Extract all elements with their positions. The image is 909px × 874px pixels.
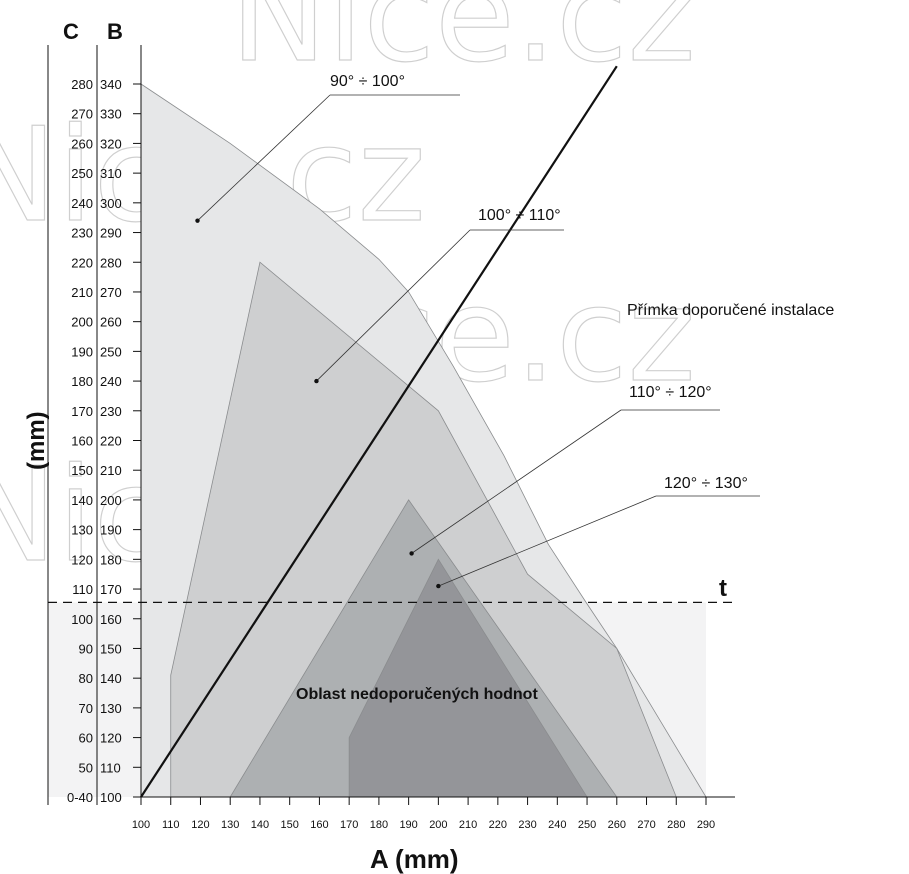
b-tick-label: 190 <box>100 523 122 538</box>
y-axis-title: (mm) <box>23 411 50 470</box>
x-tick-label: 150 <box>281 819 299 831</box>
c-tick-label: 150 <box>71 463 93 478</box>
x-tick-label: 210 <box>459 819 477 831</box>
c-tick-label: 70 <box>79 701 93 716</box>
c-tick-label: 100 <box>71 612 93 627</box>
annotation-leader <box>438 495 657 587</box>
x-tick-label: 110 <box>162 819 180 831</box>
c-tick-label: 80 <box>79 671 93 686</box>
b-tick-label: 150 <box>100 641 122 656</box>
b-tick-label: 290 <box>100 226 122 241</box>
c-tick-label: 90 <box>79 641 93 656</box>
b-tick-label: 310 <box>100 166 122 181</box>
x-tick-label: 290 <box>697 819 715 831</box>
b-tick-label: 320 <box>100 136 122 151</box>
x-axis-title: A (mm) <box>370 844 459 874</box>
c-tick-label: 210 <box>71 285 93 300</box>
b-tick-label: 130 <box>100 701 122 716</box>
x-tick-label: 200 <box>429 819 447 831</box>
x-tick-label: 220 <box>489 819 507 831</box>
x-tick-label: 170 <box>340 819 358 831</box>
x-tick-label: 130 <box>221 819 239 831</box>
x-tick-label: 260 <box>608 819 626 831</box>
x-tick-label: 120 <box>191 819 209 831</box>
b-tick-label: 170 <box>100 582 122 597</box>
annotation-leader <box>197 94 331 221</box>
x-tick-label: 280 <box>667 819 685 831</box>
b-tick-label: 300 <box>100 196 122 211</box>
area-series-layer <box>48 83 707 798</box>
c-tick-label: 230 <box>71 226 93 241</box>
axis-c-label: C <box>63 19 79 44</box>
b-tick-label: 140 <box>100 671 122 686</box>
annotation-leader <box>411 409 622 554</box>
b-tick-label: 230 <box>100 404 122 419</box>
b-tick-label: 280 <box>100 255 122 270</box>
c-tick-label: 190 <box>71 344 93 359</box>
b-tick-label: 180 <box>100 552 122 567</box>
c-tick-label: 220 <box>71 255 93 270</box>
x-tick-label: 100 <box>132 819 150 831</box>
b-tick-label: 250 <box>100 344 122 359</box>
x-tick-label: 140 <box>251 819 269 831</box>
x-tick-label: 230 <box>518 819 536 831</box>
annotation-leader <box>316 229 471 382</box>
annotation-dot <box>409 551 414 556</box>
annotation-label: 100° ÷ 110° <box>478 207 561 224</box>
c-tick-label: 130 <box>71 523 93 538</box>
recommended-line <box>140 65 618 798</box>
b-tick-label: 110 <box>100 760 121 775</box>
b-tick-label: 220 <box>100 434 122 449</box>
b-tick-label: 160 <box>100 612 122 627</box>
overlay-layer: 90° ÷ 100° 100° ÷ 110° 110° ÷ 120° 120° ÷ 1… <box>48 65 760 798</box>
x-tick-label: 160 <box>310 819 328 831</box>
annotation-dot <box>195 218 200 223</box>
b-tick-label: 260 <box>100 315 122 330</box>
c-tick-label: 160 <box>71 434 93 449</box>
annotation-label: 90° ÷ 100° <box>330 73 405 90</box>
x-tick-label: 180 <box>370 819 388 831</box>
x-tick-label: 190 <box>399 819 417 831</box>
region-label: Oblast nedoporučených hodnot <box>296 686 538 703</box>
c-tick-label: 270 <box>71 107 93 122</box>
c-tick-label: 280 <box>71 77 93 92</box>
b-tick-label: 120 <box>100 731 122 746</box>
b-tick-label: 200 <box>100 493 122 508</box>
c-tick-label: 50 <box>79 760 93 775</box>
annotation-label: 120° ÷ 130° <box>664 475 748 492</box>
x-tick-label: 270 <box>637 819 655 831</box>
c-tick-label: 240 <box>71 196 93 211</box>
recommended-line-label: Přímka doporučené instalace <box>627 302 834 319</box>
axes-layer: 100 110 120 130 140 150 160 170 180 190 200 210 220 2… <box>47 45 735 831</box>
c-tick-label: 110 <box>72 582 93 597</box>
x-tick-label: 240 <box>548 819 566 831</box>
b-tick-label: 100 <box>100 790 122 805</box>
b-tick-label: 340 <box>100 77 122 92</box>
c-tick-label: 260 <box>71 136 93 151</box>
c-tick-label: 170 <box>71 404 93 419</box>
x-tick-label: 250 <box>578 819 596 831</box>
annotation-dot <box>436 583 441 589</box>
c-tick-label: 0-40 <box>67 790 93 805</box>
watermark-text: Nice.cz <box>230 0 696 91</box>
c-tick-label: 180 <box>71 374 93 389</box>
b-tick-label: 330 <box>100 107 122 122</box>
c-tick-label: 140 <box>71 493 93 508</box>
annotation-dot <box>314 378 319 384</box>
axis-b-label: B <box>107 19 123 44</box>
c-tick-label: 60 <box>79 731 93 746</box>
c-tick-label: 120 <box>71 552 93 567</box>
c-tick-label: 200 <box>71 315 93 330</box>
b-tick-label: 270 <box>100 285 122 300</box>
threshold-label: t <box>719 575 727 602</box>
annotation-label: 110° ÷ 120° <box>629 384 712 401</box>
c-tick-label: 250 <box>71 166 93 181</box>
b-tick-label: 240 <box>100 374 122 389</box>
b-tick-label: 210 <box>100 463 122 478</box>
